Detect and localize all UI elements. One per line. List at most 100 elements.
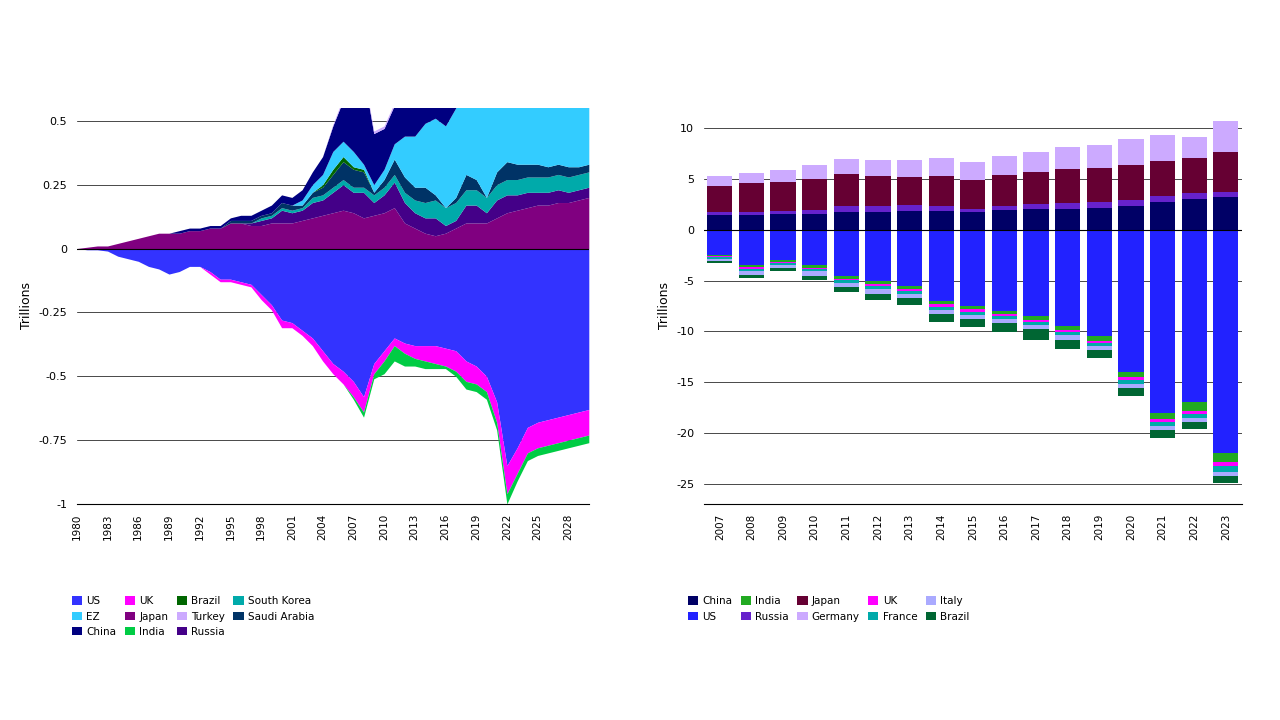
Bar <box>833 279 859 283</box>
Bar <box>992 156 1018 175</box>
Bar <box>992 175 1018 207</box>
Bar <box>1213 197 1239 230</box>
Bar <box>1181 413 1207 418</box>
Bar <box>1087 346 1112 350</box>
Bar <box>1181 422 1207 429</box>
Legend: China, US, India, Russia, Japan, Germany, UK, France, Italy, Brazil: China, US, India, Russia, Japan, Germany… <box>687 596 969 621</box>
Bar <box>1149 202 1175 230</box>
Bar <box>960 306 986 309</box>
Bar <box>1213 472 1239 476</box>
Bar <box>1055 330 1080 333</box>
Bar <box>1119 230 1143 372</box>
Bar <box>960 212 986 230</box>
Bar <box>865 284 891 286</box>
Bar <box>803 269 827 271</box>
Bar <box>897 298 922 305</box>
Bar <box>928 301 954 304</box>
Bar <box>707 256 732 257</box>
Bar <box>897 205 922 210</box>
Bar <box>833 212 859 230</box>
Bar <box>707 255 732 256</box>
Bar <box>992 316 1018 319</box>
Bar <box>803 271 827 276</box>
Bar <box>707 186 732 212</box>
Bar <box>1087 145 1112 168</box>
Bar <box>865 286 891 289</box>
Bar <box>960 319 986 328</box>
Bar <box>707 176 732 186</box>
Bar <box>771 261 796 262</box>
Bar <box>739 269 764 271</box>
Bar <box>771 214 796 230</box>
Bar <box>1149 430 1175 438</box>
Bar <box>833 159 859 174</box>
Bar <box>960 209 986 212</box>
Bar <box>739 267 764 269</box>
Bar <box>897 177 922 205</box>
Bar <box>707 215 732 230</box>
Bar <box>897 291 922 294</box>
Bar <box>865 230 891 281</box>
Bar <box>1213 230 1239 453</box>
Bar <box>1055 230 1080 326</box>
Bar <box>707 261 732 264</box>
Bar <box>865 294 891 300</box>
Bar <box>1119 200 1143 207</box>
Bar <box>928 210 954 230</box>
Bar <box>1055 209 1080 230</box>
Bar <box>1181 410 1207 413</box>
Bar <box>928 304 954 307</box>
Bar <box>1024 172 1048 204</box>
Bar <box>897 210 922 230</box>
Bar <box>1181 418 1207 422</box>
Bar <box>1119 380 1143 384</box>
Bar <box>897 286 922 289</box>
Bar <box>1213 467 1239 472</box>
Bar <box>1213 476 1239 482</box>
Bar <box>1181 138 1207 158</box>
Bar <box>928 230 954 301</box>
Bar <box>707 257 732 259</box>
Bar <box>833 276 859 279</box>
Bar <box>1024 323 1048 325</box>
Bar <box>992 230 1018 311</box>
Bar <box>739 215 764 230</box>
Bar <box>992 314 1018 316</box>
Bar <box>803 276 827 279</box>
Bar <box>803 266 827 269</box>
Bar <box>771 262 796 264</box>
Bar <box>1119 372 1143 377</box>
Bar <box>833 230 859 276</box>
Bar <box>1055 340 1080 348</box>
Bar <box>803 165 827 179</box>
Y-axis label: Trillions: Trillions <box>19 282 33 330</box>
Bar <box>1149 161 1175 197</box>
Bar <box>1055 326 1080 330</box>
Bar <box>739 173 764 183</box>
Bar <box>865 212 891 230</box>
Bar <box>1055 336 1080 340</box>
Bar <box>707 230 732 255</box>
Bar <box>1181 193 1207 199</box>
Bar <box>928 314 954 323</box>
Bar <box>1024 325 1048 329</box>
Bar <box>1087 341 1112 343</box>
Bar <box>771 210 796 214</box>
Bar <box>897 160 922 177</box>
Bar <box>865 160 891 176</box>
Bar <box>897 230 922 286</box>
Bar <box>992 207 1018 210</box>
Bar <box>1149 422 1175 426</box>
Bar <box>928 176 954 207</box>
Bar <box>1119 165 1143 200</box>
Bar <box>739 274 764 278</box>
Bar <box>707 212 732 215</box>
Bar <box>1149 197 1175 202</box>
Bar <box>803 230 827 266</box>
Bar <box>1055 333 1080 336</box>
Bar <box>1181 158 1207 193</box>
Bar <box>865 207 891 212</box>
Bar <box>739 266 764 267</box>
Bar <box>1149 426 1175 430</box>
Bar <box>1181 199 1207 230</box>
